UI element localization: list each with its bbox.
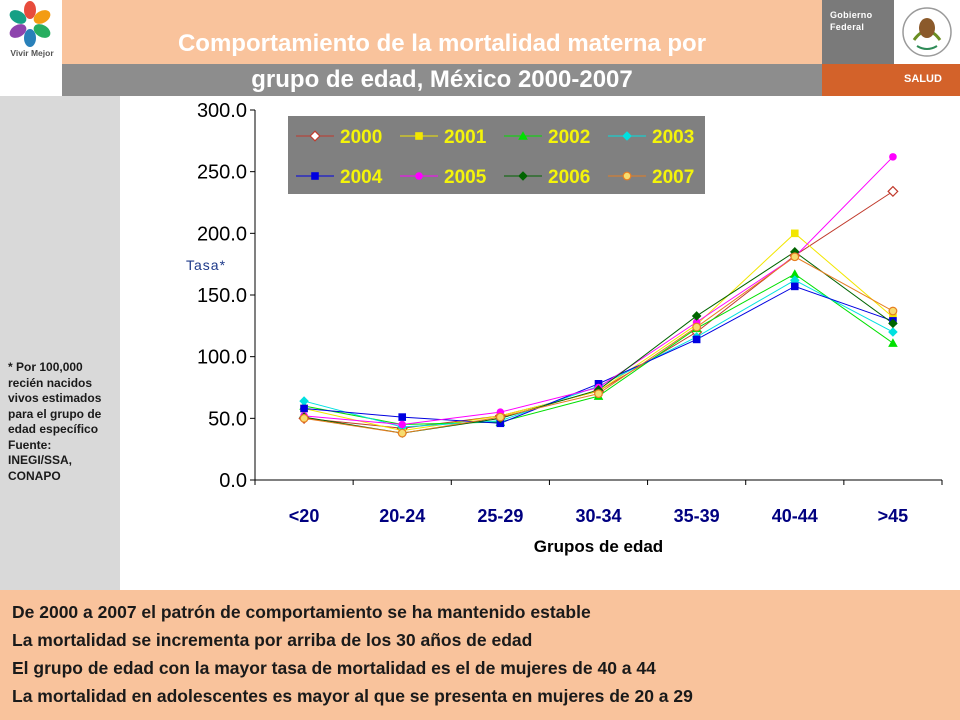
footnote: * Por 100,000 recién nacidos vivos estim…	[8, 360, 118, 484]
title-banner-bottom	[62, 64, 822, 96]
data-point-2007	[790, 252, 800, 262]
legend-marker-2007	[622, 171, 632, 181]
data-point-2002	[789, 269, 800, 278]
logo-text: Vivir Mejor	[10, 48, 54, 58]
coat-of-arms-icon	[902, 7, 952, 57]
y-tick-label: 100.0	[197, 347, 247, 369]
legend-label-2001: 2001	[444, 127, 487, 148]
x-tick-label: 25-29	[477, 506, 523, 526]
footnote-line: edad específico	[8, 422, 99, 436]
data-point-2006	[888, 318, 898, 329]
series-line-2004	[304, 285, 894, 424]
footnote-line: INEGI/SSA,	[8, 453, 73, 467]
y-tick-label: 250.0	[197, 162, 247, 184]
data-point-2007	[495, 412, 505, 422]
data-point-2000	[887, 185, 899, 198]
legend-marker-2000	[309, 130, 321, 142]
x-tick-label: 30-34	[575, 506, 621, 526]
x-tick-label: 40-44	[772, 506, 818, 526]
title-banner	[62, 0, 822, 64]
data-point-2004	[398, 413, 407, 421]
data-point-2004	[300, 404, 308, 413]
data-point-2005	[398, 420, 407, 429]
footnote-line: * Por 100,000	[8, 360, 83, 374]
footnote-line: recién nacidos	[8, 375, 93, 390]
x-tick-label: 20-24	[379, 506, 425, 526]
legend-marker-2003	[622, 131, 632, 141]
salud-badge: SALUD	[822, 64, 960, 96]
gobierno-federal-badge: Gobierno Federal	[822, 0, 894, 64]
y-tick-label: 0.0	[219, 470, 247, 492]
data-point-2006	[691, 311, 702, 321]
legend-box	[288, 116, 705, 194]
data-point-2004	[496, 419, 505, 428]
summary-line: La mortalidad en adolescentes es mayor a…	[12, 686, 693, 706]
x-tick-label: <20	[289, 506, 320, 526]
summary-text: De 2000 a 2007 el patrón de comportamien…	[12, 598, 693, 710]
data-point-2004	[692, 335, 701, 344]
data-point-2007	[888, 306, 898, 316]
legend-label-2006: 2006	[548, 167, 590, 188]
footnote-line: CONAPO	[8, 468, 61, 483]
data-point-2007	[299, 413, 309, 423]
legend-marker-2004	[311, 172, 319, 180]
summary-line: La mortalidad se incrementa por arriba d…	[12, 630, 533, 650]
summary-line: De 2000 a 2007 el patrón de comportamien…	[12, 602, 591, 622]
gov-line2: Federal	[830, 22, 865, 32]
x-tick-label: >45	[878, 506, 909, 526]
page-title-line1: Comportamiento de la mortalidad materna …	[177, 30, 707, 57]
data-point-2007	[692, 322, 702, 332]
y-tick-label: 200.0	[197, 223, 247, 245]
data-point-2002	[888, 338, 898, 347]
legend-marker-2001	[415, 132, 423, 140]
data-point-2005	[889, 153, 897, 161]
legend-label-2003: 2003	[652, 127, 694, 148]
data-point-2007	[397, 428, 407, 438]
vivir-mejor-logo: Vivir Mejor	[0, 0, 60, 66]
x-tick-label: 35-39	[674, 506, 720, 526]
y-tick-label: 150.0	[197, 285, 247, 307]
data-point-2004	[790, 282, 799, 291]
mortality-line-chart: 0.0 50.0 100.0 150.0 200.0 250.0 300.0 <20 20-24…	[186, 100, 943, 556]
series-line-2003	[303, 279, 894, 428]
y-tick-label: 50.0	[208, 408, 247, 430]
footnote-line: para el grupo de	[8, 406, 102, 421]
legend-label-2004: 2004	[340, 167, 383, 188]
series-line-2006	[303, 251, 894, 434]
legend-label-2002: 2002	[548, 127, 590, 148]
data-point-2003	[299, 396, 309, 406]
legend-label-2000: 2000	[340, 127, 382, 148]
legend-marker-2002	[518, 131, 528, 140]
y-axis-label: Tasa*	[186, 257, 226, 273]
data-point-2003	[888, 327, 898, 337]
salud-label: SALUD	[904, 73, 942, 85]
series-line-2001	[303, 232, 894, 432]
series-line-2007	[303, 256, 894, 434]
legend-marker-2005	[415, 172, 423, 180]
footnote-line: vivos estimados	[8, 391, 102, 405]
series-line-2002	[303, 273, 894, 426]
x-axis-label: Grupos de edad	[534, 537, 663, 556]
legend-label-2005: 2005	[444, 167, 487, 188]
summary-line: El grupo de edad con la mayor tasa de mo…	[12, 658, 656, 678]
y-tick-label: 300.0	[197, 100, 247, 122]
page-title-line2: grupo de edad, México 2000-2007	[251, 66, 633, 93]
data-point-2007	[594, 389, 603, 399]
flower-icon	[9, 1, 51, 47]
legend-label-2007: 2007	[652, 167, 694, 188]
data-point-2001	[790, 229, 799, 238]
footnote-line: Fuente:	[8, 437, 52, 452]
summary-box	[0, 590, 960, 720]
gov-line1: Gobierno	[830, 10, 873, 20]
